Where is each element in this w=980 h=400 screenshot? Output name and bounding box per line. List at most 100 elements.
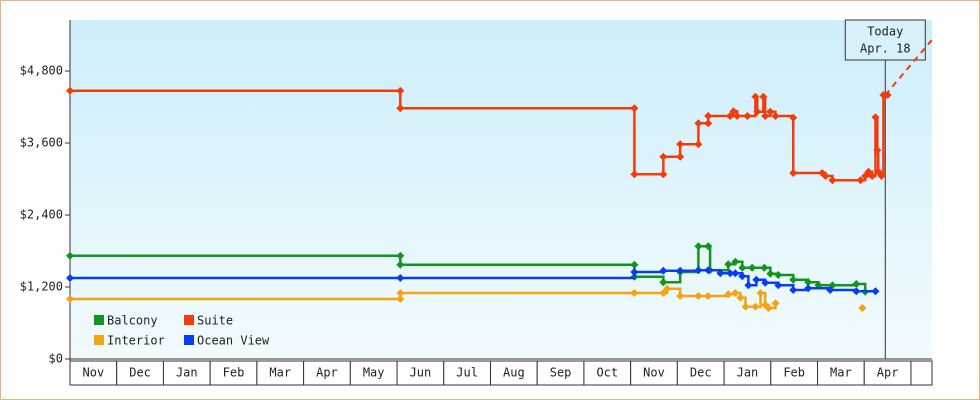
data-point (66, 86, 74, 95)
data-point (828, 176, 837, 185)
data-point (676, 140, 685, 149)
data-point (704, 266, 713, 275)
data-point (821, 172, 830, 180)
x-tick-box (349, 360, 398, 386)
today-label: Today (867, 25, 903, 39)
x-tick-box (69, 360, 118, 386)
y-tick-label: $0 (49, 352, 63, 366)
data-point (744, 281, 753, 290)
data-point (630, 170, 639, 179)
data-point (852, 287, 861, 296)
data-point (738, 263, 747, 272)
data-point (856, 176, 865, 185)
data-point (826, 286, 835, 294)
x-tick-box (863, 360, 912, 386)
data-point (659, 278, 668, 287)
data-point (396, 86, 405, 95)
legend-swatch (184, 315, 194, 325)
x-tick-box (770, 360, 819, 386)
x-tick-label: Nov (643, 366, 665, 380)
data-point (733, 112, 742, 120)
data-point (789, 169, 798, 177)
data-point (724, 290, 733, 299)
data-point (66, 251, 74, 260)
data-point (66, 295, 74, 303)
data-point (883, 91, 892, 99)
data-point (659, 170, 668, 179)
data-point (771, 112, 780, 120)
data-point (751, 302, 760, 311)
data-point (729, 107, 738, 116)
data-point (704, 242, 713, 251)
data-point (694, 119, 703, 128)
data-point (752, 275, 761, 284)
y-tick-label: $3,600 (20, 136, 63, 150)
data-point (396, 251, 405, 260)
x-tick-box (256, 360, 305, 386)
data-point (751, 92, 760, 101)
x-tick-label: Jan (176, 366, 198, 380)
x-tick-box (723, 360, 772, 386)
data-point (731, 269, 740, 278)
data-point (879, 91, 888, 99)
data-point (630, 260, 639, 269)
x-tick-label: Dec (690, 366, 712, 380)
data-point (873, 146, 882, 155)
x-tick-box (536, 360, 585, 386)
data-point (630, 104, 639, 113)
data-point (731, 289, 740, 297)
data-point (766, 269, 775, 278)
x-tick-label: Feb (783, 366, 805, 380)
data-point (694, 266, 703, 275)
data-point (726, 269, 735, 278)
legend-label: Suite (197, 314, 233, 328)
data-point (738, 272, 747, 281)
y-tick-label: $2,400 (20, 208, 63, 222)
data-point (716, 269, 725, 278)
legend-label: Ocean View (197, 334, 270, 348)
legend-label: Balcony (107, 314, 158, 328)
x-tick-label: Apr (316, 366, 338, 380)
data-point (726, 112, 735, 120)
x-tick-label: Aug (503, 366, 525, 380)
data-point (676, 292, 685, 300)
x-tick-box (396, 360, 445, 386)
data-point (396, 295, 405, 303)
data-point (753, 107, 762, 116)
data-point (766, 107, 775, 116)
x-tick-box (116, 360, 164, 386)
data-point (694, 140, 703, 149)
data-point (789, 275, 798, 284)
x-tick-label: Nov (83, 366, 105, 380)
legend-swatch (94, 335, 104, 345)
legend-swatch (184, 335, 194, 345)
x-tick-label: May (363, 366, 385, 380)
data-point (694, 292, 703, 300)
data-point (789, 113, 798, 122)
data-point (736, 293, 745, 302)
today-box (844, 19, 926, 61)
x-tick-box (910, 360, 933, 386)
legend-label: Interior (107, 334, 165, 348)
data-point (771, 299, 780, 308)
data-point (676, 152, 685, 161)
data-point (396, 104, 405, 113)
data-point (789, 286, 798, 294)
x-tick-label: Dec (129, 366, 151, 380)
x-tick-box (209, 360, 258, 386)
data-point (868, 172, 877, 180)
x-tick-box (583, 360, 632, 386)
data-point (396, 274, 405, 282)
x-tick-label: Mar (269, 366, 291, 380)
data-point (858, 304, 867, 312)
data-point (761, 112, 770, 120)
y-tick-label: $4,800 (20, 64, 63, 78)
x-tick-box (303, 360, 351, 386)
x-tick-box (630, 360, 678, 386)
x-tick-label: Sep (550, 366, 572, 380)
data-point (761, 278, 770, 287)
x-tick-label: Feb (223, 366, 245, 380)
data-point (871, 113, 880, 122)
data-point (724, 260, 733, 269)
